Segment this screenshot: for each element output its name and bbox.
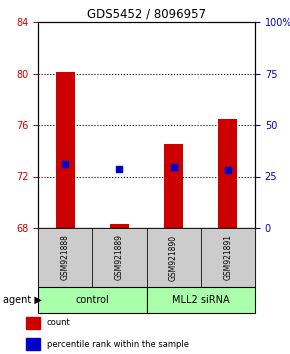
Title: GDS5452 / 8096957: GDS5452 / 8096957 <box>87 8 206 21</box>
Point <box>226 167 230 173</box>
FancyBboxPatch shape <box>92 228 146 287</box>
FancyBboxPatch shape <box>38 287 146 313</box>
Text: GSM921890: GSM921890 <box>169 234 178 281</box>
Bar <box>56 72 75 228</box>
Text: control: control <box>75 295 109 305</box>
Text: MLL2 siRNA: MLL2 siRNA <box>172 295 230 305</box>
Bar <box>26 317 40 329</box>
Text: percentile rank within the sample: percentile rank within the sample <box>47 339 189 349</box>
Text: agent ▶: agent ▶ <box>3 295 42 305</box>
Text: GSM921889: GSM921889 <box>115 234 124 280</box>
Text: count: count <box>47 318 70 327</box>
Point <box>171 165 176 170</box>
Bar <box>164 144 183 228</box>
Bar <box>26 338 40 350</box>
FancyBboxPatch shape <box>201 228 255 287</box>
Text: GSM921891: GSM921891 <box>223 234 232 280</box>
Point <box>63 161 68 166</box>
FancyBboxPatch shape <box>38 228 92 287</box>
Bar <box>218 119 238 228</box>
Bar <box>110 224 129 228</box>
Point <box>117 166 122 172</box>
FancyBboxPatch shape <box>146 287 255 313</box>
FancyBboxPatch shape <box>146 228 201 287</box>
Text: GSM921888: GSM921888 <box>61 235 70 280</box>
